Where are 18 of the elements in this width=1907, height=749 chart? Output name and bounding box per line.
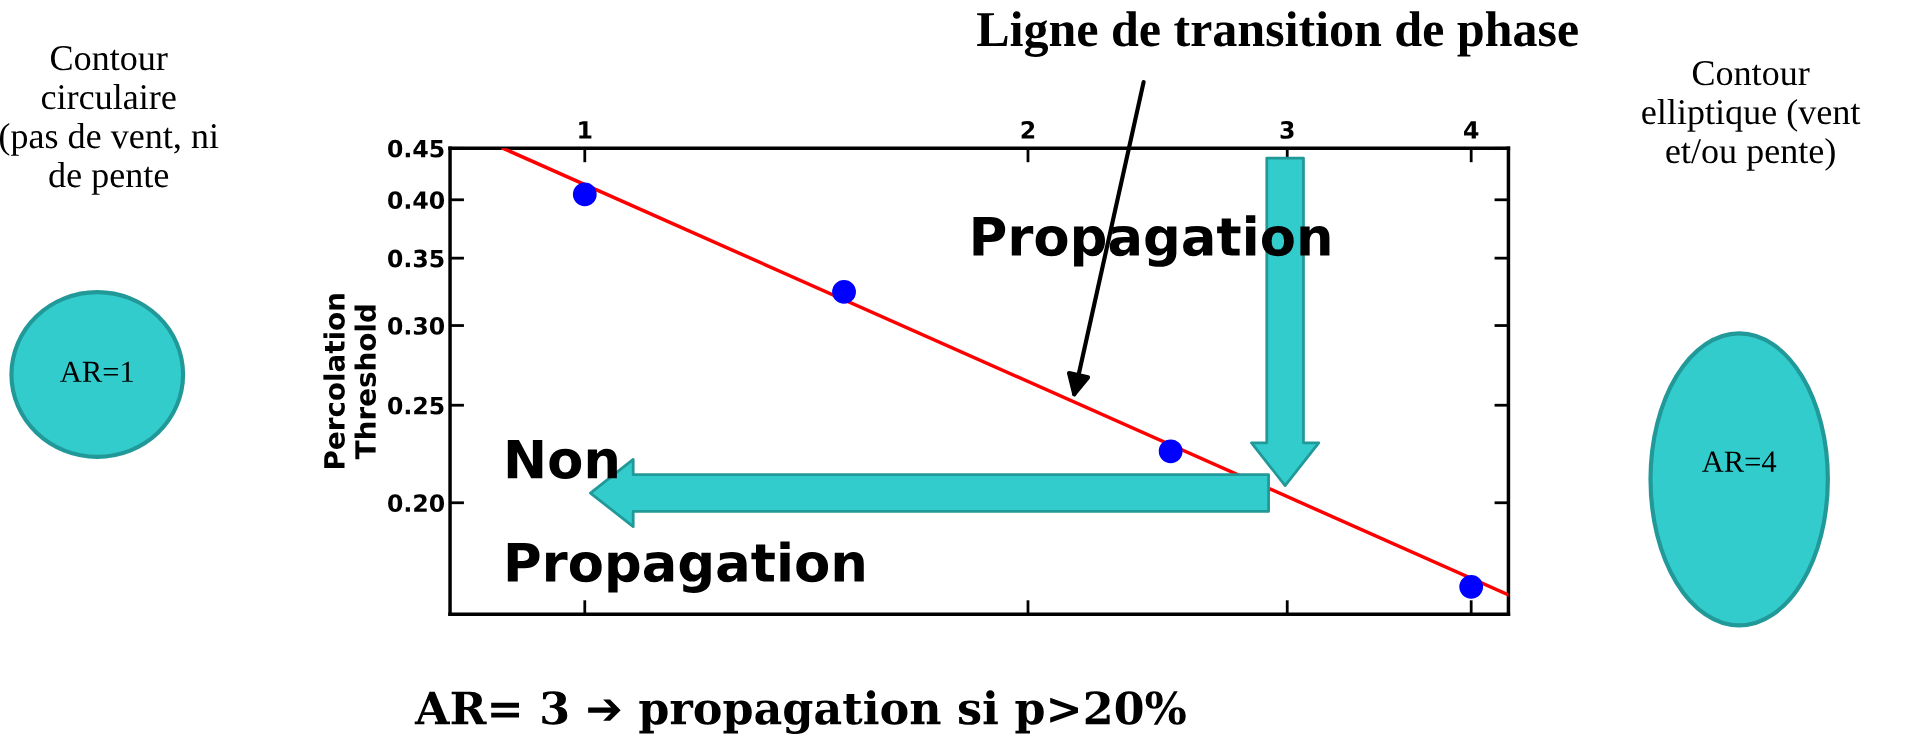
y-tick-label: 0.35 <box>388 249 444 268</box>
text: AR=1 <box>60 361 133 382</box>
y-tick-label: 0.20 <box>388 494 445 513</box>
x-tick-label: 2 <box>1021 121 1035 139</box>
x-tick-label: 1 <box>579 121 592 139</box>
y-tick-label: 0.30 <box>388 316 445 335</box>
y-axis-title: Percolation Threshold <box>323 294 376 468</box>
x-tick-label: 3 <box>1280 121 1294 139</box>
text: AR= 3 ➔ propagation si p>20% <box>414 690 1186 735</box>
annotation: Non Propagation <box>507 439 864 593</box>
y-tick-label: 0.45 <box>388 139 444 158</box>
text: Contour circulaire (pas de vent, ni de pente <box>0 46 219 195</box>
text: Contour elliptique (vent et/ou pente) <box>1642 61 1861 171</box>
y-tick-label: 0.40 <box>388 191 445 210</box>
y-tick-label: 0.25 <box>388 396 444 415</box>
x-tick-label: 4 <box>1464 121 1479 139</box>
text: Ligne de transition de phase <box>977 11 1578 57</box>
text: AR=4 <box>1702 451 1777 472</box>
